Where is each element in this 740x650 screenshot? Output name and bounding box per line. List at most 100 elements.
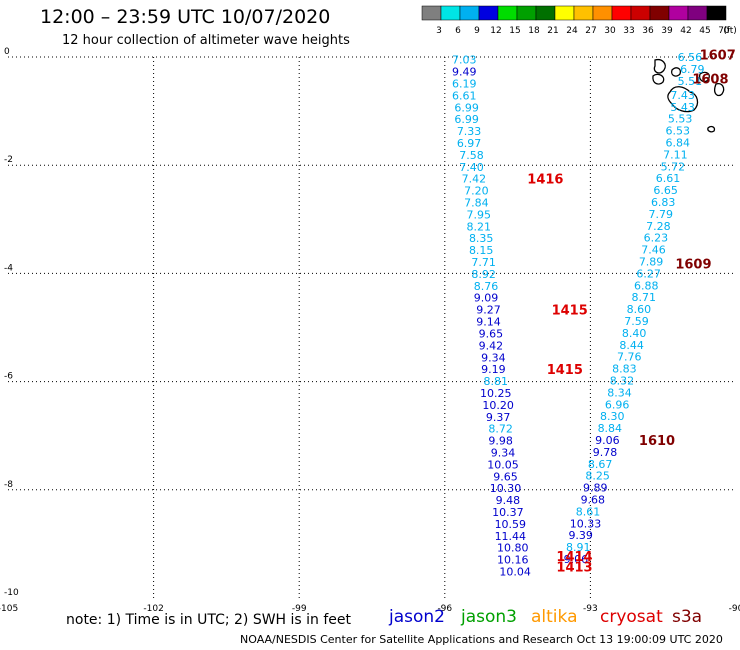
colorbar-label: 6 (455, 26, 461, 36)
wave-height-point: 8.35 (469, 232, 494, 245)
wave-height-point: 10.16 (497, 554, 529, 567)
wave-height-point: 7.03 (452, 54, 477, 67)
colorbar-swatch (554, 5, 575, 21)
wave-height-point: 8.60 (627, 303, 652, 316)
wave-height-point: 8.30 (600, 410, 625, 423)
pass-time-label: 1416 (527, 173, 563, 188)
colorbar-label: 24 (566, 26, 578, 36)
wave-height-point: 7.40 (459, 161, 484, 174)
wave-height-point: 8.76 (474, 280, 499, 293)
colorbar-label: 21 (547, 26, 558, 36)
colorbar-label: 36 (642, 26, 654, 36)
wave-height-point: 10.04 (499, 565, 531, 578)
pass-time-label: 1414 (556, 550, 592, 565)
wave-height-point: 9.49 (452, 66, 477, 79)
wave-height-point: 10.59 (495, 518, 527, 531)
wave-height-point: 8.44 (619, 339, 644, 352)
y-tick-label: -2 (4, 155, 13, 165)
wave-height-point: 10.25 (480, 387, 512, 400)
wave-height-point: 7.20 (464, 185, 489, 198)
wave-height-point: 10.05 (487, 458, 519, 471)
wave-height-point: 9.65 (479, 327, 504, 340)
wave-height-point: 9.78 (593, 446, 618, 459)
wave-height-point: 6.27 (636, 267, 661, 280)
colorbar-swatch (706, 5, 727, 21)
colorbar-swatch (649, 5, 670, 21)
wave-height-point: 9.34 (481, 351, 506, 364)
colorbar: 3 6 9 12 15 18 21 24 27 30 33 36 39 42 45 70(ft) (421, 5, 737, 36)
wave-height-point: 7.58 (459, 149, 484, 162)
page-title: 12:00 – 23:59 UTC 10/07/2020 (40, 6, 331, 28)
wave-height-point: 7.71 (471, 256, 496, 269)
wave-height-point: 6.65 (653, 184, 678, 197)
wave-height-point: 6.88 (634, 279, 659, 292)
wave-height-point: 6.61 (452, 89, 477, 102)
legend-jason2: jason2 (389, 607, 445, 627)
wave-height-point: 8.32 (610, 375, 635, 388)
wave-height-point: 9.42 (479, 339, 504, 352)
colorbar-label: 45 (699, 26, 710, 36)
wave-height-point: 8.21 (467, 220, 492, 233)
colorbar-swatch (573, 5, 594, 21)
colorbar-label: 9 (474, 26, 480, 36)
wave-height-point: 9.89 (583, 482, 608, 495)
legend-altika: altika (531, 607, 578, 627)
pass-time-label: 1610 (639, 434, 675, 449)
wave-height-point: 9.19 (481, 363, 506, 376)
colorbar-label: 33 (623, 26, 634, 36)
wave-height-point: 8.72 (488, 423, 513, 436)
y-tick-label: 0 (4, 47, 10, 57)
wave-height-point: 7.46 (641, 244, 666, 257)
chart-grid (8, 56, 736, 598)
data-points: 7.039.496.196.616.996.997.336.977.587.40… (452, 51, 705, 578)
wave-height-point: 5.43 (670, 101, 695, 114)
island-coastline (652, 58, 725, 133)
wave-height-point: 9.06 (564, 553, 589, 566)
wave-height-point: 7.89 (639, 255, 664, 268)
note-text: note: 1) Time is in UTC; 2) SWH is in fe… (66, 612, 352, 628)
wave-height-point: 6.23 (644, 232, 669, 245)
pass-time-label: 1609 (675, 258, 711, 273)
legend-jason3: jason3 (461, 607, 517, 627)
x-tick-label: -105 (0, 604, 18, 614)
wave-height-point: 9.06 (595, 434, 620, 447)
legend-cryosat: cryosat (600, 607, 663, 627)
wave-height-point: 8.40 (622, 327, 647, 340)
legend-s3a: s3a (672, 607, 703, 627)
wave-height-point: 6.99 (454, 113, 479, 126)
colorbar-swatch (592, 5, 613, 21)
wave-height-point: 7.43 (670, 89, 695, 102)
wave-height-point: 7.33 (457, 125, 482, 138)
colorbar-label: 39 (661, 26, 673, 36)
wave-height-point: 10.33 (570, 517, 602, 530)
wave-height-point: 8.67 (588, 458, 613, 471)
y-tick-label: -4 (4, 263, 13, 273)
pass-time-label: 1415 (547, 363, 583, 378)
wave-height-point: 8.71 (632, 291, 657, 304)
wave-height-point: 7.28 (646, 220, 671, 233)
wave-height-point: 7.11 (663, 148, 688, 161)
wave-height-point: 9.34 (491, 446, 516, 459)
wave-height-point: 8.92 (471, 268, 496, 281)
wave-height-point: 8.25 (585, 470, 610, 483)
wave-height-point: 5.53 (668, 113, 693, 126)
colorbar-swatch (535, 5, 556, 21)
wave-height-point: 6.83 (651, 196, 676, 209)
wave-height-point: 8.83 (612, 363, 637, 376)
y-tick-label: -10 (4, 588, 19, 598)
page-subtitle: 12 hour collection of altimeter wave hei… (62, 33, 350, 48)
wave-height-point: 7.42 (462, 173, 487, 186)
colorbar-swatch (516, 5, 537, 21)
wave-height-point: 6.53 (666, 125, 691, 138)
wave-height-point: 9.09 (474, 292, 499, 305)
colorbar-label: 70 (718, 26, 730, 36)
wave-height-point: 9.27 (476, 304, 501, 317)
wave-height-point: 8.91 (566, 541, 591, 554)
colorbar-label: 15 (509, 26, 520, 36)
colorbar-swatch (630, 5, 651, 21)
wave-height-point: 9.65 (493, 470, 518, 483)
x-tick-label: -93 (583, 604, 598, 614)
wave-height-point: 8.81 (484, 375, 509, 388)
colorbar-swatch (459, 5, 480, 21)
